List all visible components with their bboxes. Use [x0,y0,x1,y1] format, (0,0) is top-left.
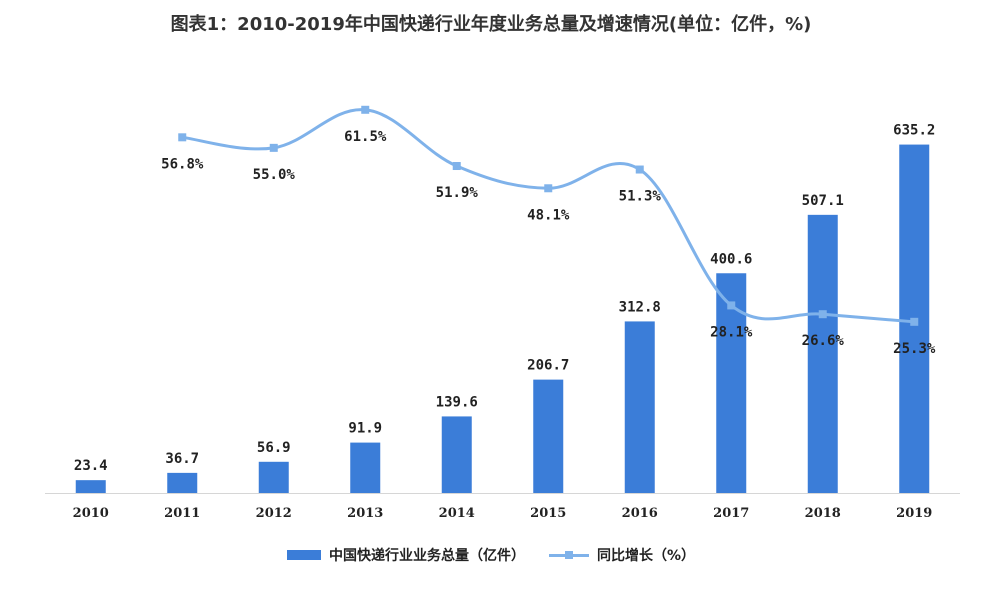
x-tick-label: 2011 [164,506,200,521]
legend-label-growth: 同比增长（%） [596,548,696,564]
bar-label: 400.6 [710,251,752,267]
growth-label: 55.0% [253,167,296,183]
x-tick-label: 2018 [805,506,841,521]
bar [75,480,106,493]
bar-label: 312.8 [619,299,661,315]
bar-label: 635.2 [893,123,935,139]
bar [533,379,564,493]
legend-swatch-bar [286,550,321,560]
growth-point [452,162,461,171]
x-tick-label: 2016 [622,506,658,521]
chart-canvas: 23.4 2010 36.7 2011 56.9 2012 91.9 2013 139.6 201… [45,105,960,521]
growth-point [361,105,370,114]
x-tick-label: 2014 [439,506,475,521]
bar-label: 507.1 [802,193,844,209]
bar [624,321,655,493]
growth-label: 51.3% [619,189,662,205]
bar-label: 56.9 [257,440,291,456]
bar [167,472,198,493]
chart-title: 图表1：2010-2019年中国快递行业年度业务总量及增速情况(单位：亿件，%) [170,14,812,35]
growth-point [178,133,187,142]
bar-label: 23.4 [74,458,108,474]
bar [441,416,472,493]
bar [258,461,289,493]
legend-item-volume: 中国快递行业业务总量（亿件） [286,545,525,565]
x-tick-label: 2015 [530,506,566,521]
growth-label: 56.8% [161,156,204,172]
growth-point [727,301,736,310]
growth-line [182,108,915,324]
growth-point [635,165,644,174]
bar [350,442,381,493]
growth-label: 25.3% [893,341,936,357]
bar-label: 36.7 [165,451,199,467]
legend-item-growth: 同比增长（%） [548,545,696,565]
growth-label: 48.1% [527,207,570,223]
bar-label: 206.7 [527,358,569,374]
growth-label: 28.1% [710,324,753,340]
growth-point [269,143,278,152]
bar-label: 91.9 [348,421,382,437]
x-tick-label: 2010 [73,506,109,521]
legend: 中国快递行业业务总量（亿件） 同比增长（%） [0,543,982,567]
legend-swatch-line [548,549,589,561]
growth-point [910,317,919,326]
growth-point [818,310,827,319]
bar [716,273,747,493]
x-tick-label: 2012 [256,506,292,521]
growth-label: 26.6% [802,333,845,349]
growth-point [544,184,553,193]
x-tick-label: 2013 [347,506,383,521]
growth-label: 61.5% [344,129,387,145]
x-tick-label: 2017 [713,506,749,521]
legend-label-volume: 中国快递行业业务总量（亿件） [328,548,525,564]
bar-label: 139.6 [436,394,478,410]
x-tick-label: 2019 [896,506,932,521]
growth-label: 51.9% [436,185,479,201]
bar [807,214,838,493]
